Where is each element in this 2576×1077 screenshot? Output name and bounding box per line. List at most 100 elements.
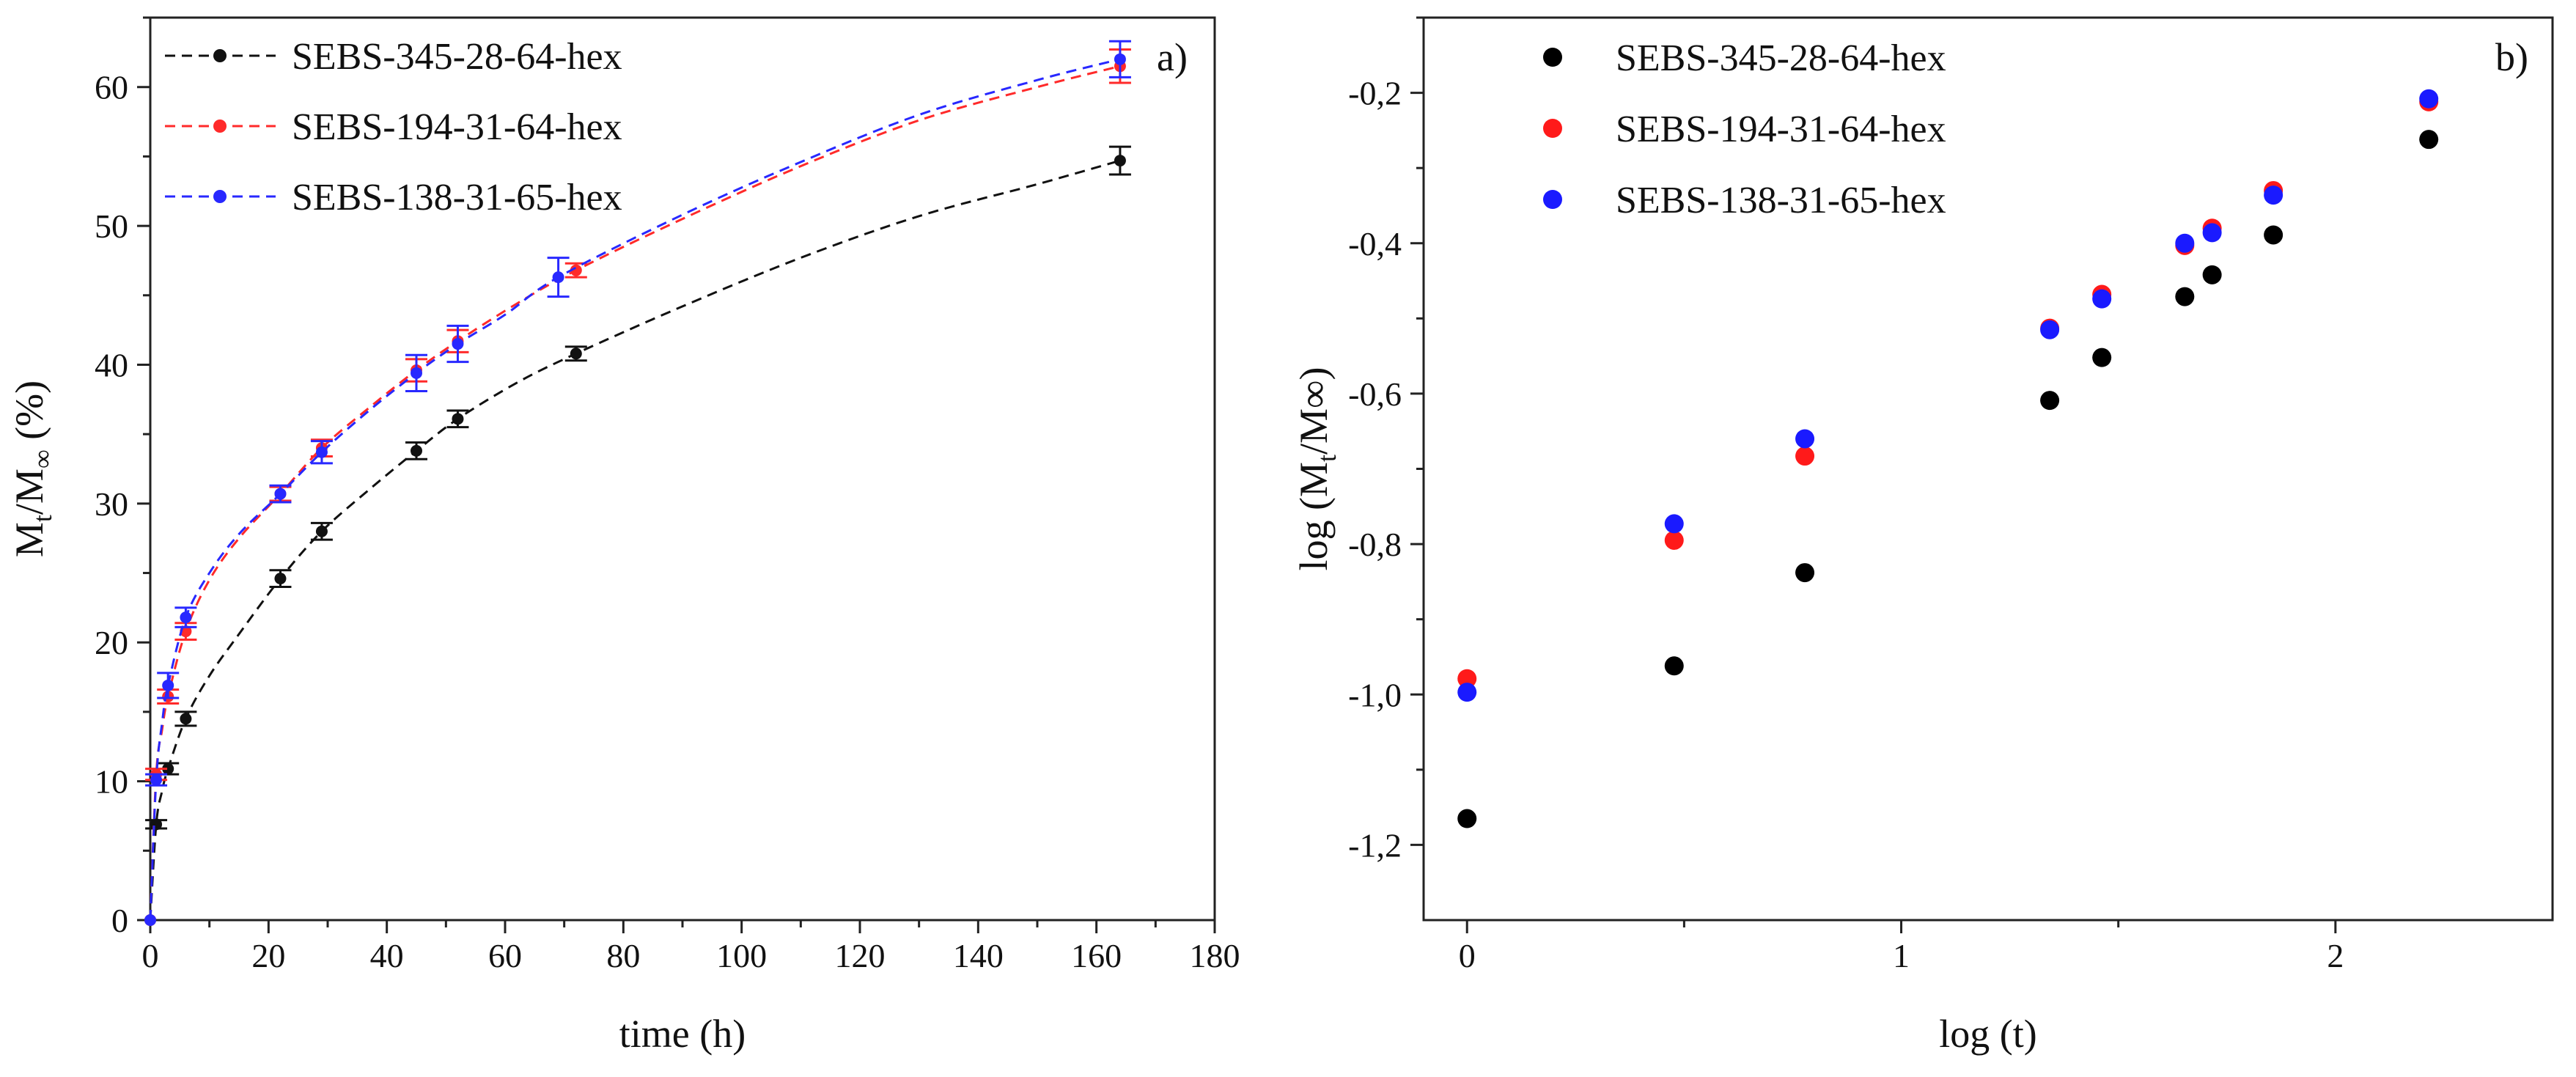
panel-a-y-tick-label: 0 (111, 902, 128, 939)
panel-b-y-tick-label: -0,4 (1348, 225, 1402, 262)
panel-b-data-point (1664, 530, 1684, 550)
panel-a-data-point (315, 446, 328, 458)
panel-a-data-point (162, 762, 174, 775)
panel-a-y-title-sub: t (28, 515, 57, 522)
panel-a-y-title-unit: (%) (7, 381, 51, 449)
panel-b-series-2 (1457, 89, 2439, 702)
panel-b-data-point (2264, 185, 2284, 205)
panel-b-y-title-slash: /M (1292, 408, 1336, 455)
panel-a-y-tick-label: 10 (95, 763, 128, 801)
panel-b-data-point (2175, 287, 2195, 306)
panel-b-data-point (1457, 669, 1477, 688)
panel-b-legend-marker (1543, 119, 1562, 138)
panel-a-legend-marker (213, 190, 227, 203)
panel-b-x-tick-label: 0 (1459, 937, 1476, 974)
panel-a-legend-label: SEBS-138-31-65-hex (292, 177, 622, 218)
panel-a-y-title-slash: /M (7, 468, 51, 515)
panel-a-data-point (452, 338, 464, 350)
panel-a-legend-marker (213, 49, 227, 62)
panel-b-y-title-infinity: ∞ (1292, 380, 1336, 408)
panel-a-data-point (180, 713, 192, 725)
panel-a-x-tick-label: 140 (953, 937, 1004, 974)
panel-b-legend-label: SEBS-194-31-64-hex (1616, 109, 1946, 150)
panel-a-x-tick-label: 100 (716, 937, 767, 974)
panel-a-series-line (149, 159, 1121, 921)
panel-a: 0 20 40 60 80 100 120 140 160 180 0 10 20 30 40 50 60 tim… (7, 16, 1240, 1056)
panel-a-x-tick-label: 180 (1190, 937, 1240, 974)
panel-b-legend-label: SEBS-138-31-65-hex (1616, 180, 1946, 221)
panel-b-y-tick-label: -1,2 (1348, 826, 1402, 864)
panel-a-x-tick-label: 80 (606, 937, 640, 974)
panel-b-data-point (1795, 563, 1815, 583)
panel-b-data-point (2040, 391, 2060, 411)
panel-b-y-title-sub: t (1312, 455, 1342, 462)
panel-b-data-point (1795, 446, 1815, 466)
panel-a-y-tick-label: 30 (95, 485, 128, 523)
panel-a-frame (149, 16, 1216, 922)
panel-b-data-point (2202, 265, 2222, 284)
panel-b-data-point (2175, 233, 2195, 253)
panel-b-x-tick-label: 1 (1893, 937, 1910, 974)
panel-a-data-point (315, 525, 328, 537)
panel-b-data-point (1664, 514, 1684, 534)
panel-b-data-point (2419, 89, 2439, 109)
panel-b-data-point (2092, 348, 2112, 367)
panel-b-legend-label: SEBS-345-28-64-hex (1616, 37, 1946, 79)
panel-b-data-point (1795, 429, 1815, 449)
panel-b-y-tick-label: -1,0 (1348, 676, 1402, 713)
panel-a-y-tick-label: 50 (95, 207, 128, 245)
panel-a-data-point (1114, 155, 1126, 167)
panel-a-data-point (144, 914, 156, 926)
panel-a-series-0 (144, 145, 1131, 926)
panel-b-x-axis-title: log (t) (1939, 1012, 2036, 1056)
panel-b-data-point (2202, 223, 2222, 243)
panel-b-frame (1422, 16, 2554, 922)
panel-b-y-title-pre: log (M (1292, 462, 1336, 571)
panel-a-data-point (570, 264, 582, 276)
panel-b-series-0 (1457, 130, 2439, 828)
panel-a-legend-label: SEBS-345-28-64-hex (292, 36, 622, 78)
panel-a-series-line (149, 58, 1121, 921)
panel-b-series-1 (1457, 92, 2439, 688)
panel-a-data-point (552, 271, 564, 284)
panel-b-data-point (2092, 289, 2112, 309)
panel-a-data-point (411, 444, 422, 457)
panel-a-x-axis-title: time (h) (619, 1012, 746, 1056)
panel-b-y-tick-label: -0,6 (1348, 375, 1402, 413)
panel-a-x-tick-label: 60 (488, 937, 522, 974)
panel-b-data-point (2419, 130, 2439, 150)
panel-a-y-axis-title: Mt/M∞ (%) (7, 381, 57, 557)
panel-a-label: a) (1157, 35, 1188, 79)
panel-a-x-tick-label: 40 (370, 937, 404, 974)
panel-b-y-axis-title: log (Mt/M∞) (1292, 367, 1342, 570)
panel-a-x-tick-label: 160 (1071, 937, 1122, 974)
panel-b-legend-marker (1543, 190, 1562, 209)
panel-b-x-tick-label: 2 (2327, 937, 2344, 974)
panel-b-y-tick-label: -0,2 (1348, 75, 1402, 112)
panel-a-data-point (274, 488, 287, 500)
panel-b-y-tick-label: -0,8 (1348, 526, 1402, 563)
panel-a-data-point (150, 773, 163, 786)
panel-a-y-tick-label: 60 (95, 69, 128, 106)
panel-a-y-tick-label: 20 (95, 624, 128, 661)
panel-a-data-point (452, 413, 464, 425)
panel-a-x-tick-label: 20 (251, 937, 285, 974)
panel-a-legend-label: SEBS-194-31-64-hex (292, 106, 622, 148)
panel-a-y-title-sub2: ∞ (28, 449, 57, 468)
panel-b: 0 1 2 -1,2 -1,0 -0,8 -0,6 -0,4 -0,2 log (t) log (M… (1292, 16, 2554, 1056)
panel-a-x-tick-label: 0 (142, 937, 159, 974)
panel-b-label: b) (2495, 35, 2528, 79)
panel-a-y-tick-label: 40 (95, 346, 128, 383)
panel-b-data-point (1457, 809, 1477, 828)
panel-a-data-point (180, 611, 192, 624)
panel-b-y-title-post: ) (1292, 367, 1336, 380)
panel-b-data-point (1457, 683, 1477, 702)
panel-a-data-point (411, 367, 422, 379)
panel-a-data-point (150, 818, 163, 831)
panel-b-data-point (2264, 225, 2284, 245)
panel-a-legend-marker (213, 120, 227, 133)
panel-a-data-point (162, 679, 174, 691)
panel-b-data-point (1664, 656, 1684, 676)
panel-a-y-title-main: M (7, 522, 51, 557)
